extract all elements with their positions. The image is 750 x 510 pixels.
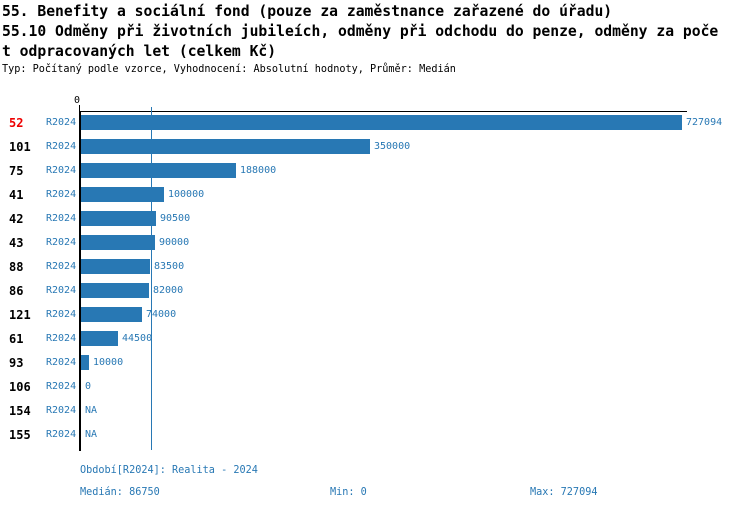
row-series-label: R2024 [46,357,77,368]
row-id-label: 42 [9,212,24,226]
bar [81,163,236,178]
chart-row: 88 R2024 83500 [0,255,750,279]
row-id-label: 121 [9,308,31,322]
chart-row: 43 R2024 90000 [0,231,750,255]
row-series-label: R2024 [46,381,77,392]
row-series-label: R2024 [46,117,77,128]
row-id-label: 61 [9,332,24,346]
max-stat-label: Max: 727094 [530,487,598,498]
bar-value-label: 350000 [374,141,411,152]
bar-value-label: 90500 [160,213,191,224]
median-line [151,107,152,450]
chart-row: 42 R2024 90500 [0,207,750,231]
bar [81,235,155,250]
row-id-label: 41 [9,188,24,202]
row-id-label: 52 [9,116,24,130]
row-series-label: R2024 [46,261,77,272]
x-axis-tick [79,105,80,111]
row-id-label: 155 [9,428,31,442]
chart-meta-info: Typ: Počítaný podle vzorce, Vyhodnocení:… [2,64,456,75]
chart-title-line1: 55. Benefity a sociální fond (pouze za z… [2,3,613,20]
chart-row: 52 R2024 727094 [0,111,750,135]
bar [81,115,682,130]
chart-row: 155 R2024 NA [0,423,750,447]
bar-value-label: 100000 [168,189,205,200]
row-series-label: R2024 [46,237,77,248]
bar-value-label: 44500 [122,333,153,344]
bar [81,187,164,202]
row-id-label: 86 [9,284,24,298]
y-axis-line [79,111,81,451]
chart-title-line3: t odpracovaných let (celkem Kč) [2,43,277,60]
chart-row: 61 R2024 44500 [0,327,750,351]
row-id-label: 93 [9,356,24,370]
chart-row: 106 R2024 0 [0,375,750,399]
chart-row: 101 R2024 350000 [0,135,750,159]
bar-value-label: NA [85,429,98,440]
row-series-label: R2024 [46,213,77,224]
bar-value-label: 10000 [93,357,124,368]
row-series-label: R2024 [46,285,77,296]
row-series-label: R2024 [46,429,77,440]
chart-row: 121 R2024 74000 [0,303,750,327]
bar-value-label: 74000 [146,309,177,320]
row-id-label: 106 [9,380,31,394]
chart-row: 154 R2024 NA [0,399,750,423]
bar [81,211,156,226]
bar-value-label: 188000 [240,165,277,176]
bar [81,283,149,298]
chart-row: 86 R2024 82000 [0,279,750,303]
row-series-label: R2024 [46,405,77,416]
bar [81,355,89,370]
x-axis-zero-label: 0 [74,95,81,106]
bar-value-label: 0 [85,381,92,392]
row-series-label: R2024 [46,189,77,200]
period-label: Období[R2024]: Realita - 2024 [80,465,258,476]
chart-row: 93 R2024 10000 [0,351,750,375]
median-stat-label: Medián: 86750 [80,487,160,498]
bar [81,331,118,346]
row-id-label: 43 [9,236,24,250]
bar-value-label: 90000 [159,237,190,248]
bar-value-label: 727094 [686,117,723,128]
row-id-label: 75 [9,164,24,178]
chart-row: 41 R2024 100000 [0,183,750,207]
chart-title-line2: 55.10 Odměny při životních jubileích, od… [2,23,719,40]
row-id-label: 154 [9,404,31,418]
bar-value-label: 83500 [154,261,185,272]
row-series-label: R2024 [46,165,77,176]
chart-row: 75 R2024 188000 [0,159,750,183]
bar [81,259,150,274]
min-stat-label: Min: 0 [330,487,367,498]
bar-value-label: NA [85,405,98,416]
row-id-label: 101 [9,140,31,154]
row-series-label: R2024 [46,309,77,320]
row-id-label: 88 [9,260,24,274]
bar-value-label: 82000 [153,285,184,296]
row-series-label: R2024 [46,333,77,344]
row-series-label: R2024 [46,141,77,152]
bar [81,139,370,154]
bar [81,307,142,322]
x-axis-line [80,111,687,112]
